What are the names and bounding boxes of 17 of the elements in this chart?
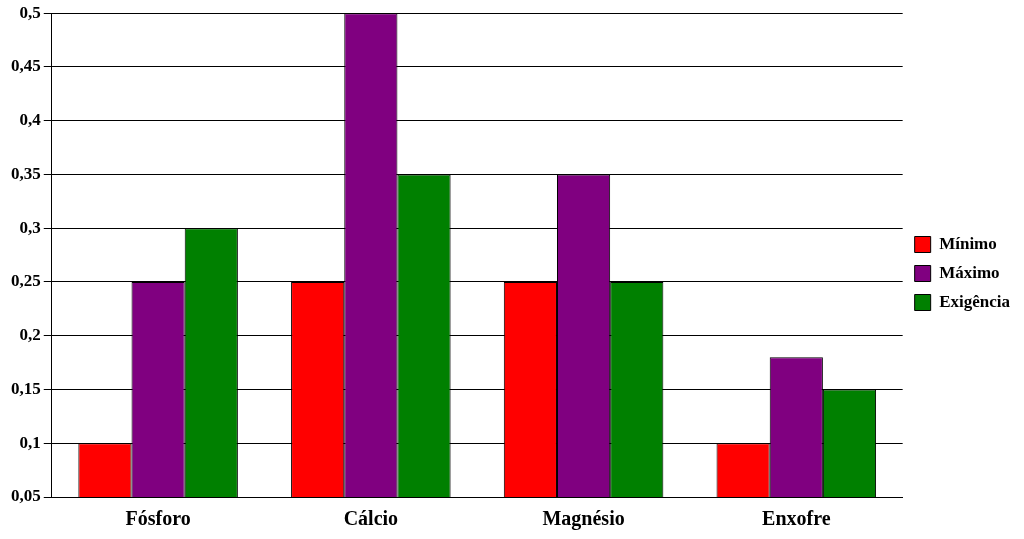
y-tick-label: 0,2 [19,325,41,345]
y-tick-label: 0,25 [11,271,41,291]
y-tick-label: 0,4 [19,110,42,130]
y-tick-label: 0,35 [11,163,41,183]
legend-label: Máximo [939,262,1000,282]
legend-label: Exigência [939,291,1011,311]
y-tick-label: 0,1 [19,432,41,452]
legend-label: Mínimo [939,233,997,253]
y-tick-label: 0,5 [19,2,41,22]
x-tick-label: Enxofre [762,507,831,530]
x-tick-label: Magnésio [542,507,625,531]
y-tick-label: 0,3 [19,217,41,237]
y-tick-label: 0,45 [11,56,41,76]
x-tick-label: Fósforo [125,507,191,530]
y-tick-label: 0,05 [11,486,41,506]
y-tick-label: 0,15 [11,378,41,398]
x-tick-label: Cálcio [343,507,399,530]
